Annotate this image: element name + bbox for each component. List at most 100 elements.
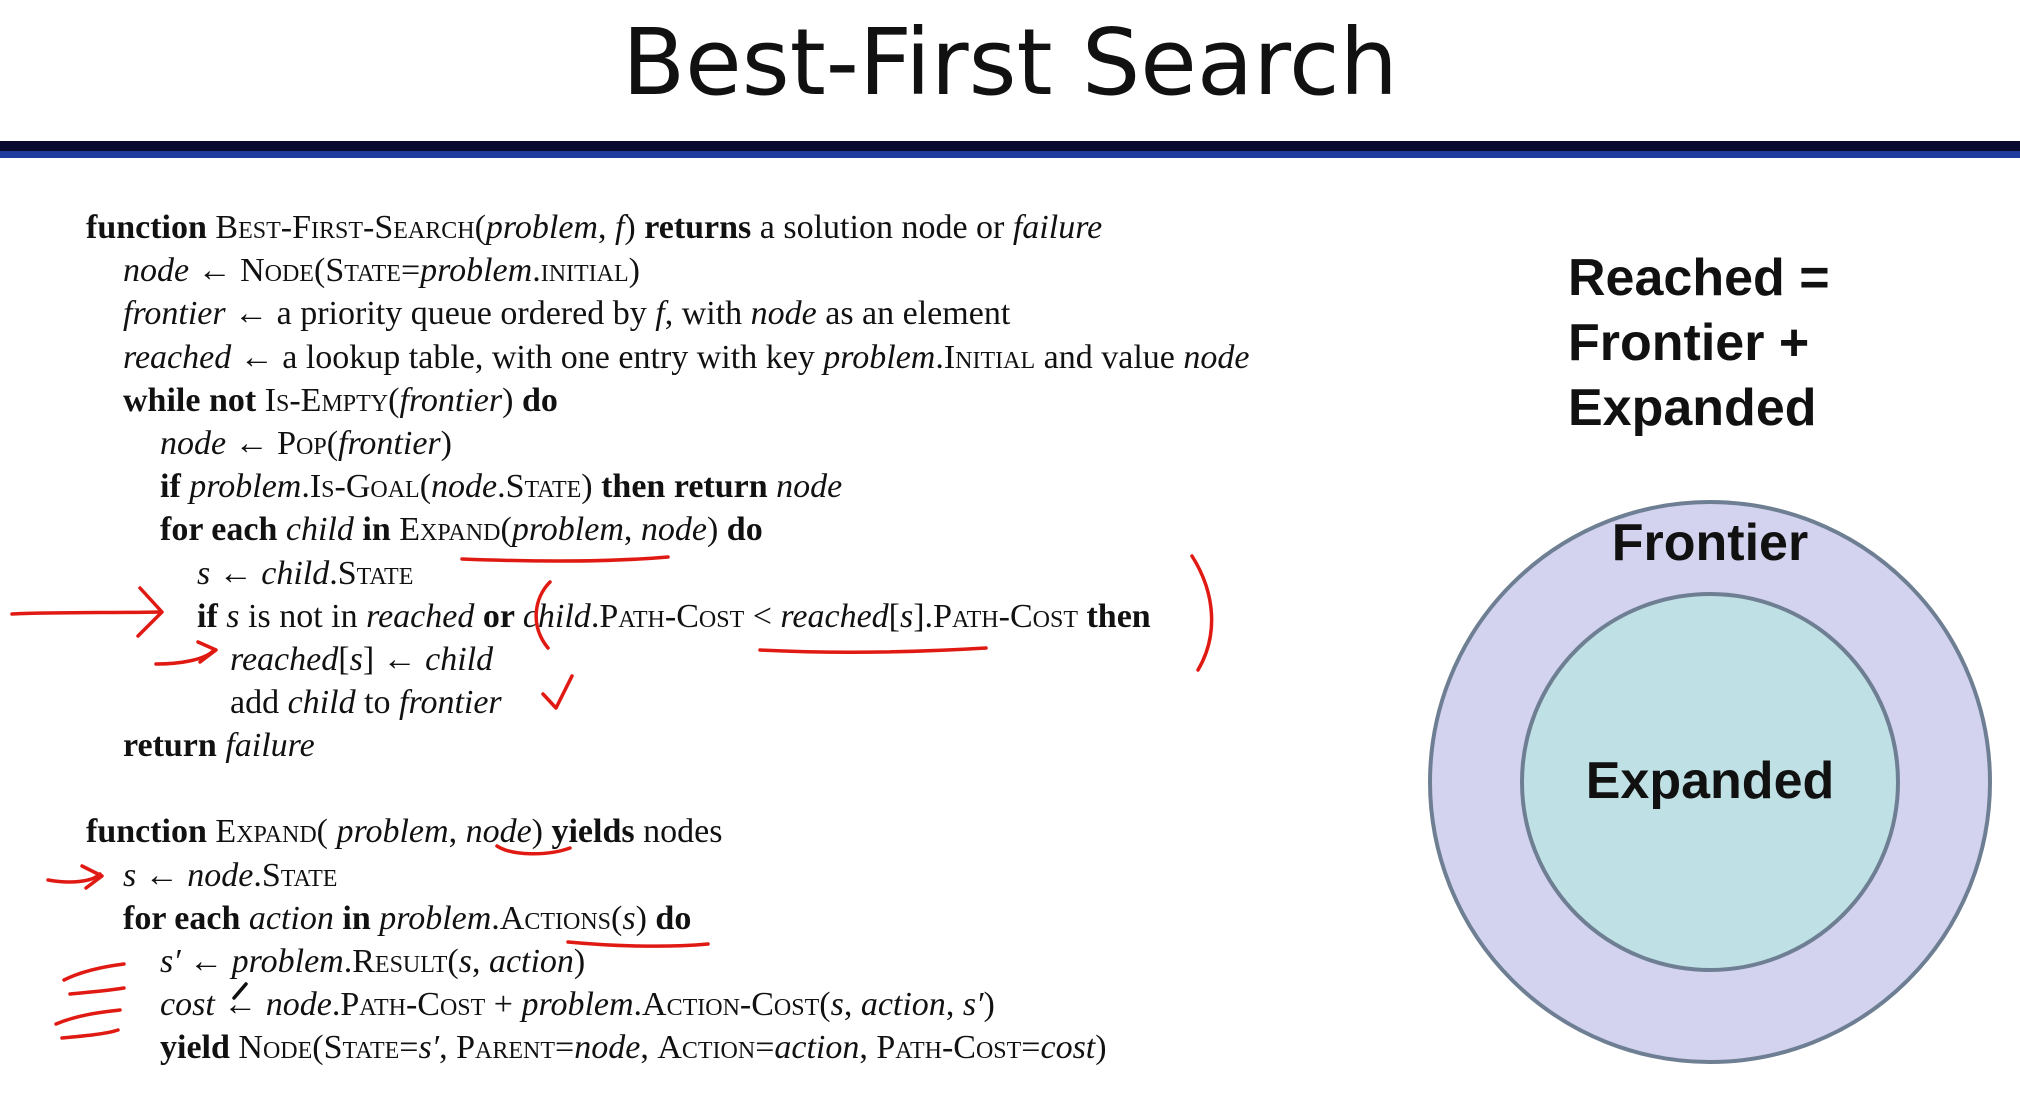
- code-token: Expand: [399, 511, 501, 549]
- code-token: for each: [160, 511, 286, 549]
- code-token: for each: [123, 899, 249, 937]
- code-token: Path-Cost: [933, 597, 1078, 635]
- code-token: ] ←: [362, 640, 426, 678]
- code-token: Node: [240, 252, 314, 290]
- code-token: action: [860, 986, 946, 1024]
- code-token: Path-Cost: [599, 597, 745, 635]
- code-token: a solution node or: [751, 209, 1013, 246]
- code-token: ←: [210, 554, 262, 592]
- code-token: s: [900, 597, 914, 635]
- code-token: =: [555, 1029, 575, 1067]
- code-token: if: [197, 597, 227, 635]
- code-token: (: [819, 986, 831, 1024]
- code-token: while not: [123, 381, 265, 419]
- code-token: (: [312, 1029, 324, 1067]
- code-token: ): [531, 813, 552, 851]
- code-token: child: [522, 597, 591, 635]
- code-token: failure: [1012, 209, 1103, 246]
- code-token: node: [465, 813, 532, 851]
- code-line: add child to frontier: [86, 681, 1249, 724]
- code-token: ): [581, 468, 602, 506]
- code-token: , with: [664, 295, 751, 333]
- code-token: s: [349, 640, 363, 678]
- code-token: (: [316, 813, 337, 851]
- code-token: .: [532, 252, 541, 290]
- code-token: .: [253, 856, 262, 894]
- code-token: yields: [551, 813, 635, 851]
- code-token: (: [388, 381, 400, 419]
- code-token: s: [123, 856, 137, 894]
- code-token: Parent: [456, 1029, 556, 1067]
- code-token: =: [755, 1029, 775, 1067]
- code-token: frontier: [399, 381, 503, 419]
- code-token: ): [573, 943, 586, 980]
- code-token: .: [491, 899, 500, 937]
- code-token: node: [265, 986, 332, 1024]
- code-token: return: [123, 727, 226, 765]
- code-token: add: [230, 684, 288, 722]
- code-token: [: [338, 640, 350, 678]
- code-token: returns: [644, 209, 752, 246]
- code-token: initial: [540, 252, 629, 290]
- code-token: problem: [485, 209, 598, 246]
- equation-line: Expanded: [1568, 379, 1817, 437]
- code-token: (: [447, 943, 459, 980]
- code-token: problem: [379, 899, 492, 937]
- code-token: action: [488, 943, 574, 980]
- code-token: ): [1095, 1029, 1107, 1067]
- code-token: node: [1183, 338, 1250, 376]
- code-token: State: [261, 856, 338, 894]
- code-token: Action: [657, 1029, 756, 1067]
- code-token: ): [502, 381, 522, 419]
- code-token: ): [628, 252, 640, 290]
- code-token: reached: [230, 640, 339, 678]
- equation-line: Reached =: [1568, 249, 1830, 307]
- code-token: child: [285, 511, 354, 549]
- code-token: node: [160, 424, 227, 462]
- code-token: (: [419, 468, 432, 506]
- expanded-label: Expanded: [1586, 752, 1835, 810]
- code-gap: [86, 767, 1249, 810]
- code-token: .: [935, 338, 944, 376]
- code-token: Expand: [215, 813, 317, 851]
- code-token: as an element: [816, 295, 1011, 333]
- code-line: reached ← a lookup table, with one entry…: [86, 336, 1249, 379]
- code-token: State: [325, 252, 401, 290]
- code-token: node: [776, 468, 843, 506]
- code-token: node: [123, 252, 190, 290]
- code-token: ,: [448, 813, 466, 851]
- venn-diagram: Frontier Expanded: [1428, 500, 1992, 1064]
- code-token: Best-First-Search: [215, 209, 475, 246]
- code-line: while not Is-Empty(frontier) do: [86, 379, 1249, 422]
- code-token: Result: [352, 943, 448, 980]
- code-line: s′ ← problem.Result(s, action): [86, 940, 1249, 983]
- code-token: in: [353, 511, 400, 549]
- code-token: reached: [366, 597, 475, 635]
- code-line: function Best-First-Search(problem, f) r…: [86, 206, 1249, 249]
- title-divider-dark: [0, 141, 2020, 151]
- code-token: ←: [189, 252, 241, 290]
- code-token: <: [744, 597, 781, 635]
- code-token: (: [313, 252, 326, 290]
- code-token: if: [160, 468, 190, 506]
- code-token: (: [474, 209, 486, 246]
- code-token: ,: [843, 986, 861, 1024]
- code-token: State: [323, 1029, 400, 1067]
- code-token: f: [614, 209, 625, 246]
- code-token: State: [505, 468, 582, 506]
- code-token: node: [187, 856, 254, 894]
- code-token: ,: [945, 986, 963, 1024]
- code-token: ): [624, 209, 645, 246]
- code-token: frontier: [399, 684, 502, 722]
- code-token: Path-Cost: [876, 1029, 1022, 1067]
- code-token: (: [500, 511, 512, 549]
- code-token: .: [331, 986, 341, 1024]
- code-token: to: [355, 684, 400, 722]
- code-token: problem: [823, 338, 936, 376]
- code-token: Pop: [277, 424, 327, 462]
- code-line: s ← node.State: [86, 854, 1249, 897]
- code-token: ,: [597, 209, 615, 246]
- code-token: or: [474, 597, 523, 635]
- frontier-label: Frontier: [1612, 514, 1808, 572]
- code-token: f: [655, 295, 665, 333]
